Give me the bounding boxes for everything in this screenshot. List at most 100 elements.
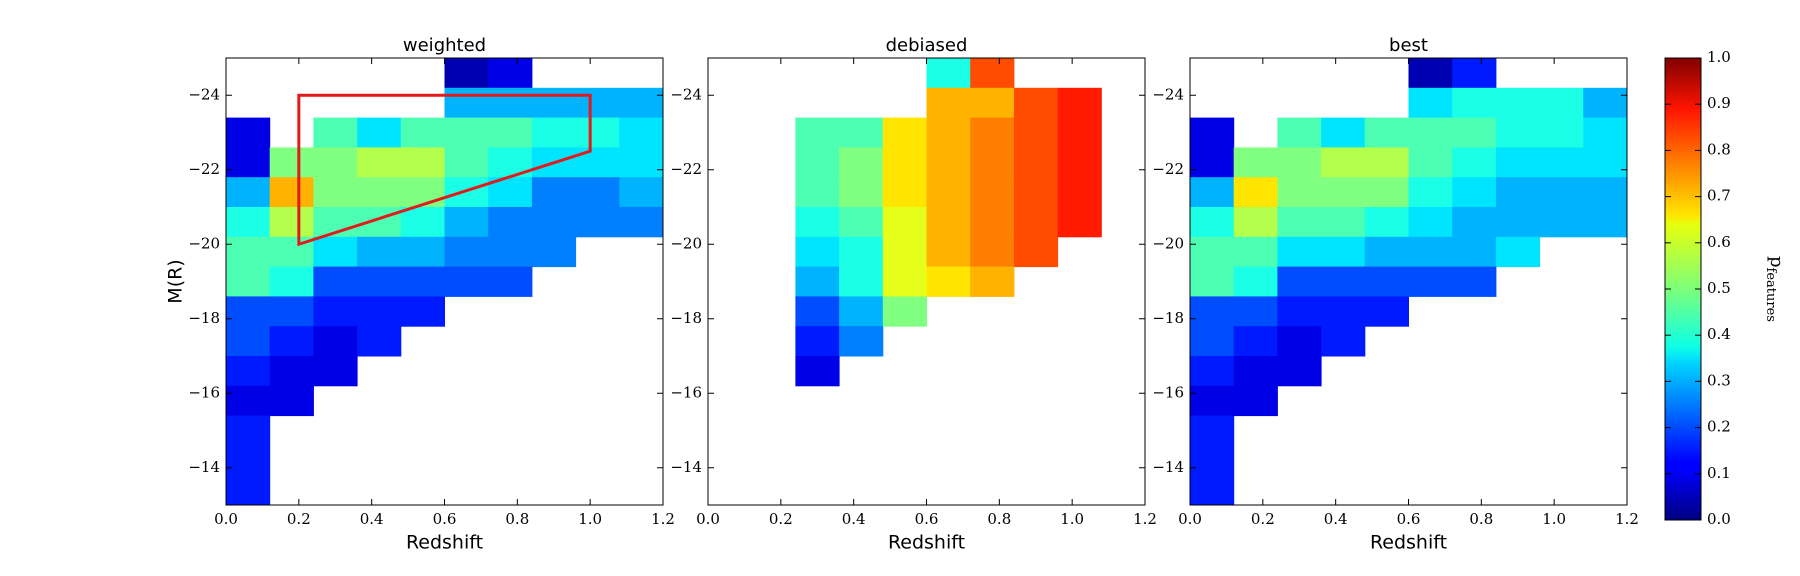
heat-cell — [1190, 475, 1235, 506]
x-axis-label: Redshift — [406, 532, 483, 554]
panel-title: best — [1389, 35, 1428, 56]
y-tick-label: −20 — [670, 234, 702, 252]
heat-cell — [1408, 87, 1453, 119]
heat-cell — [488, 58, 533, 89]
heat-cell — [1539, 177, 1584, 208]
heat-cell — [970, 147, 1015, 178]
heat-cell — [1452, 266, 1497, 297]
heat-cell — [970, 117, 1015, 148]
heat-cell — [444, 58, 489, 89]
heat-cell — [269, 177, 314, 208]
heat-cell — [1321, 207, 1366, 238]
heat-cell — [1452, 117, 1497, 148]
heat-cell — [313, 147, 358, 178]
heat-cell — [1233, 266, 1278, 297]
heat-cell — [488, 236, 533, 268]
heat-cell — [1277, 236, 1322, 268]
heat-cell — [795, 207, 840, 238]
heat-cell — [1364, 177, 1409, 208]
annotation-polygon — [297, 93, 592, 247]
heat-cell — [1583, 147, 1628, 178]
heat-cell — [444, 266, 489, 297]
heat-cell — [575, 207, 620, 238]
heat-cell — [1452, 207, 1497, 238]
x-tick-label: 0.0 — [696, 510, 720, 528]
heat-cell — [575, 177, 620, 208]
heat-cell — [444, 207, 489, 238]
y-tick-label: −18 — [188, 309, 220, 327]
heat-cell — [1233, 236, 1278, 268]
heat-cell — [619, 117, 664, 148]
heat-cell — [795, 236, 840, 268]
heat-cell — [1190, 147, 1235, 178]
heat-cell — [1452, 147, 1497, 178]
heat-cell — [575, 147, 620, 178]
x-tick-label: 1.2 — [1133, 510, 1157, 528]
heat-cell — [795, 117, 840, 148]
heat-cell — [1583, 177, 1628, 208]
heat-cell — [1583, 117, 1628, 148]
heat-cell — [1277, 356, 1322, 387]
heat-cell — [1408, 117, 1453, 148]
y-tick-label: −20 — [188, 234, 220, 252]
heat-cell — [1190, 415, 1235, 446]
heat-cell — [400, 296, 445, 327]
heat-cell — [926, 87, 971, 119]
heat-cell — [1321, 117, 1366, 148]
heat-cell — [1364, 147, 1409, 178]
heat-cell — [488, 266, 533, 297]
heat-cell — [357, 266, 402, 297]
heat-cell — [1013, 207, 1059, 238]
heat-cell — [269, 296, 314, 327]
heat-cell — [400, 236, 445, 268]
heat-cell — [531, 117, 577, 148]
heat-cell — [1321, 296, 1366, 327]
heat-cell — [970, 207, 1015, 238]
y-tick-label: −24 — [1152, 85, 1184, 103]
heat-cell — [1539, 147, 1584, 178]
heat-cell — [1408, 147, 1453, 178]
heat-cell — [226, 177, 271, 208]
heat-cell — [1190, 385, 1235, 417]
heat-cell — [1277, 207, 1322, 238]
x-tick-label: 0.6 — [433, 510, 457, 528]
heat-cell — [226, 445, 271, 476]
heat-cell — [1495, 236, 1541, 268]
heat-cell — [1277, 117, 1322, 148]
heat-cell — [795, 266, 840, 297]
y-axis-label: M(R) — [165, 259, 187, 303]
heat-cell — [1539, 117, 1584, 148]
heat-cell — [1233, 147, 1278, 178]
heat-cell — [313, 326, 358, 357]
heat-cell — [1452, 177, 1497, 208]
heat-cell — [619, 207, 664, 238]
heat-cell — [1277, 326, 1322, 357]
colorbar-tick-label: 1.0 — [1707, 48, 1731, 66]
heat-cell — [1013, 117, 1059, 148]
heat-cell — [269, 385, 314, 417]
heat-cell — [226, 385, 271, 417]
x-tick-label: 1.0 — [578, 510, 602, 528]
heat-cell — [1013, 147, 1059, 178]
x-tick-label: 0.4 — [1324, 510, 1348, 528]
colorbar-tick-label: 0.9 — [1707, 94, 1731, 112]
x-tick-label: 0.0 — [214, 510, 238, 528]
heat-cell — [1277, 296, 1322, 327]
x-tick-label: 0.6 — [1397, 510, 1421, 528]
heat-cell — [226, 207, 271, 238]
heat-cell — [444, 87, 489, 119]
y-tick-label: −18 — [1152, 309, 1184, 327]
heat-cell — [1277, 266, 1322, 297]
x-tick-label: 0.0 — [1178, 510, 1202, 528]
heat-cell — [619, 87, 664, 119]
heat-cell — [882, 236, 927, 268]
heat-cell — [357, 296, 402, 327]
heat-cell — [531, 87, 577, 119]
heat-cell — [926, 266, 971, 297]
heat-cell — [839, 117, 884, 148]
y-tick-label: −24 — [188, 85, 220, 103]
panel-title: weighted — [403, 35, 486, 56]
heat-cell — [926, 58, 971, 89]
heat-cell — [1495, 117, 1541, 148]
